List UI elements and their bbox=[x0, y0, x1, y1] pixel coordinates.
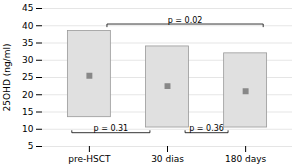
svg-text:40: 40 bbox=[22, 21, 34, 31]
svg-text:35: 35 bbox=[22, 38, 33, 48]
svg-text:20: 20 bbox=[22, 90, 34, 100]
svg-text:p = 0.36: p = 0.36 bbox=[189, 124, 224, 133]
svg-text:25: 25 bbox=[22, 72, 33, 82]
svg-text:p = 0.02: p = 0.02 bbox=[168, 16, 203, 25]
svg-text:p = 0.31: p = 0.31 bbox=[94, 124, 129, 133]
svg-text:30 dias: 30 dias bbox=[151, 154, 184, 164]
svg-text:45: 45 bbox=[22, 3, 33, 13]
svg-text:5: 5 bbox=[28, 141, 34, 151]
svg-text:10: 10 bbox=[22, 124, 34, 134]
svg-text:15: 15 bbox=[22, 107, 33, 117]
svg-text:30: 30 bbox=[22, 55, 34, 65]
svg-text:180 days: 180 days bbox=[225, 154, 267, 164]
svg-text:pre-HSCT: pre-HSCT bbox=[68, 154, 111, 164]
svg-text:25OHD (ng/ml): 25OHD (ng/ml) bbox=[2, 44, 12, 112]
